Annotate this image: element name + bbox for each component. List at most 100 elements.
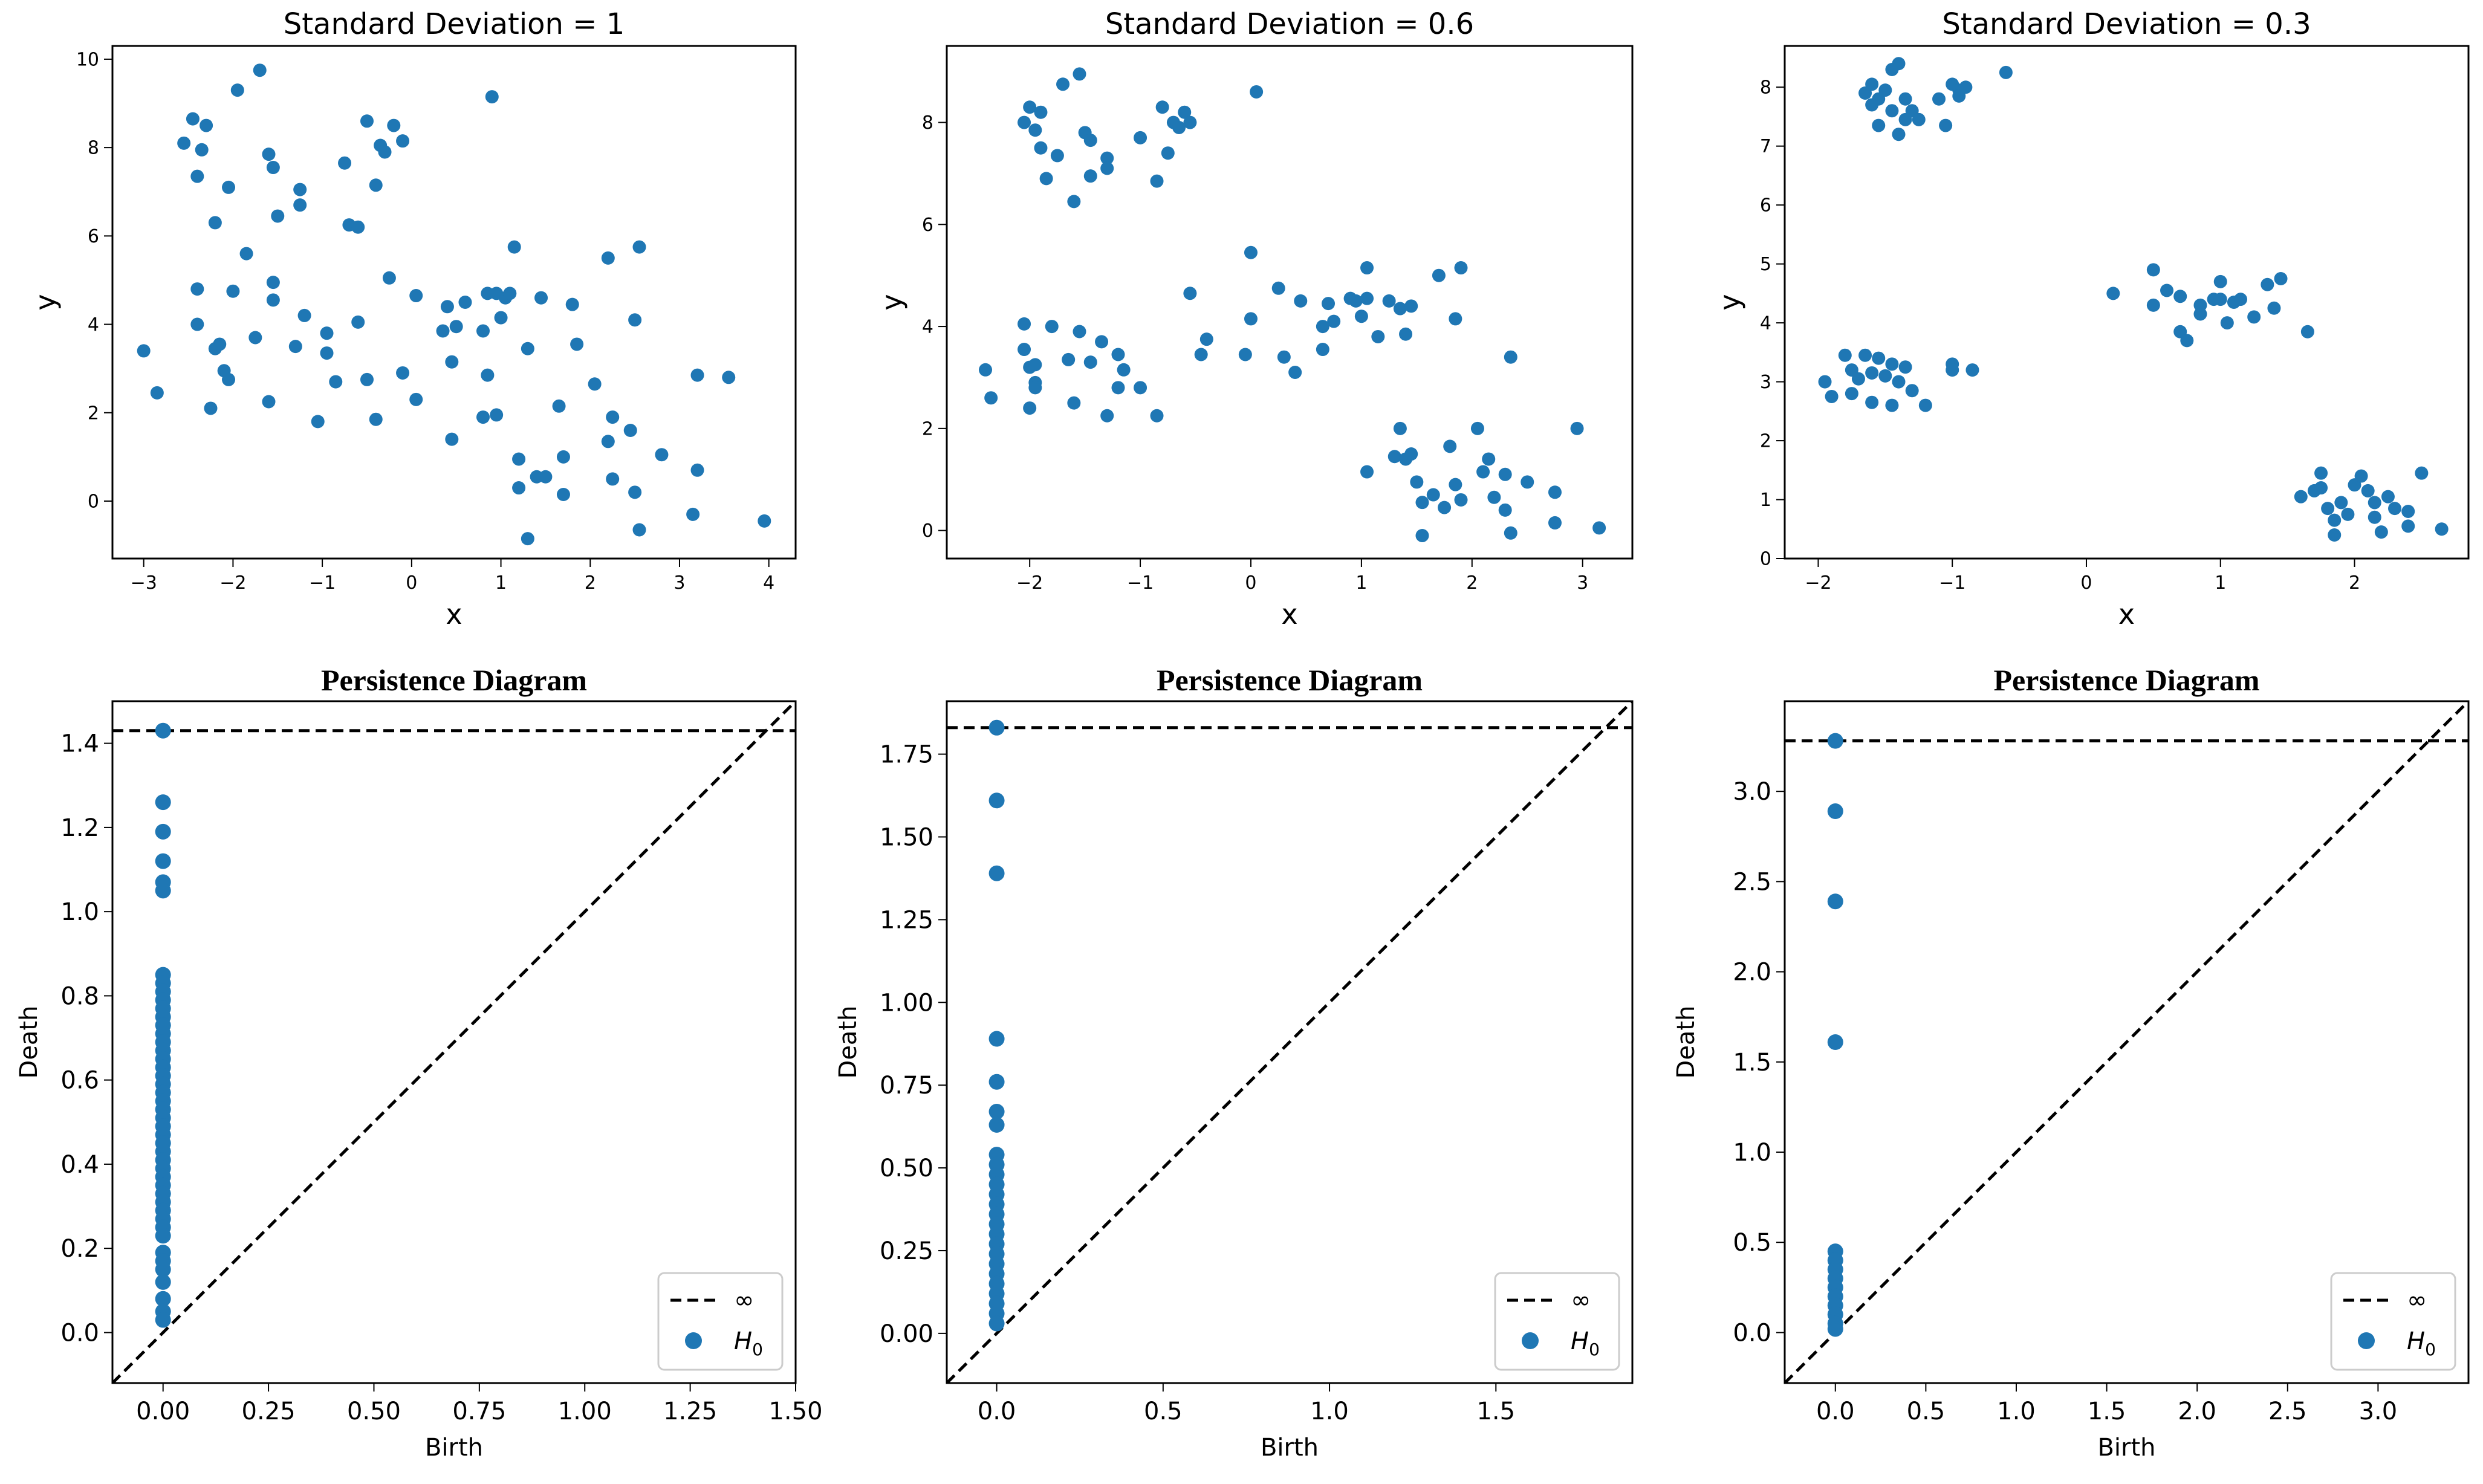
x-tick-label: 3 <box>673 572 685 594</box>
data-point <box>311 415 325 429</box>
data-point <box>1134 131 1147 144</box>
data-point <box>1194 348 1208 361</box>
data-point <box>2388 502 2402 516</box>
data-point <box>1172 121 1186 135</box>
data-point <box>521 342 534 355</box>
data-point <box>213 337 227 351</box>
data-point <box>1134 381 1147 395</box>
x-tick-label: 1.25 <box>663 1398 717 1425</box>
data-point <box>2300 325 2314 339</box>
data-point <box>1100 409 1114 423</box>
data-point <box>503 287 517 300</box>
data-point <box>1592 521 1606 535</box>
y-tick-label: 6 <box>922 215 933 236</box>
data-point <box>1018 115 1031 129</box>
y-tick-label: 2 <box>922 418 933 439</box>
data-point <box>628 485 642 499</box>
data-point <box>1504 526 1517 540</box>
points-scatter-sd1 <box>137 63 771 546</box>
y-tick-label: 4 <box>88 314 99 335</box>
data-point <box>2146 298 2160 312</box>
data-point <box>1073 325 1086 339</box>
y-tick-label: 10 <box>76 49 99 70</box>
data-point <box>1155 100 1169 114</box>
data-point <box>2247 310 2261 324</box>
data-point <box>988 1031 1005 1047</box>
data-point <box>485 90 499 104</box>
data-point <box>1388 450 1401 464</box>
data-point <box>1498 503 1512 517</box>
legend-h0-main: H <box>734 1327 752 1355</box>
data-point <box>988 1103 1005 1119</box>
data-point <box>1083 134 1097 147</box>
data-point <box>2321 502 2335 516</box>
y-tick-label: 0.8 <box>60 982 99 1010</box>
axes-frame <box>946 45 1634 560</box>
data-point <box>2314 466 2328 480</box>
legend-box <box>657 1272 784 1371</box>
data-point <box>155 794 171 811</box>
data-point <box>360 372 374 386</box>
x-tick-label: −1 <box>309 572 336 594</box>
data-point <box>1316 343 1329 357</box>
data-point <box>632 523 646 537</box>
chart-title: Persistence Diagram <box>1993 663 2259 697</box>
legend-h0-subscript: 0 <box>2425 1340 2436 1359</box>
x-tick-label: −1 <box>1939 572 1965 594</box>
data-point <box>2213 274 2227 288</box>
data-point <box>1438 501 1452 514</box>
data-point <box>1100 151 1114 165</box>
data-point <box>1371 329 1385 343</box>
data-point <box>1178 105 1192 119</box>
data-point <box>1028 358 1042 372</box>
data-point <box>988 1315 1005 1332</box>
axes-frame <box>946 700 1634 1384</box>
data-point <box>2173 290 2187 303</box>
data-point <box>1083 355 1097 369</box>
data-point <box>1838 348 1852 362</box>
x-tick-label: 1 <box>495 572 507 594</box>
data-point <box>1083 169 1097 183</box>
y-tick-label: 1.00 <box>880 989 933 1017</box>
x-tick-label: 1.5 <box>1476 1398 1515 1425</box>
y-tick-label: 6 <box>1760 195 1771 216</box>
data-point <box>1244 245 1258 259</box>
data-point <box>1183 287 1197 300</box>
data-point <box>293 198 307 212</box>
legend: ∞ H0 <box>657 1272 784 1371</box>
data-point <box>2193 298 2207 312</box>
data-point <box>1851 372 1865 386</box>
panel-pd-sd03: Persistence Diagram 0.0 0.5 1.0 1.5 2.0 2.5 3.0… <box>1672 663 2470 1462</box>
chart-title: Persistence Diagram <box>321 663 587 697</box>
data-point <box>2274 272 2288 286</box>
y-tick-label: 0.50 <box>880 1155 933 1182</box>
data-point <box>1946 363 1959 377</box>
data-point <box>1095 335 1109 349</box>
data-point <box>1939 118 1953 132</box>
data-point <box>1570 421 1584 435</box>
data-point <box>1878 83 1892 97</box>
y-axis-label: y <box>875 294 908 310</box>
y-tick-label: 1 <box>1760 490 1771 511</box>
y-tick-label: 1.4 <box>60 730 99 758</box>
x-tick-label: 2 <box>2349 572 2360 594</box>
legend-infinity-label: ∞ <box>734 1286 754 1314</box>
y-tick-label: 1.0 <box>60 898 99 926</box>
y-tick-label: 8 <box>922 112 933 134</box>
x-axis-label: Birth <box>2097 1434 2155 1462</box>
data-point <box>556 450 570 464</box>
data-point <box>1454 261 1468 275</box>
points-pd-sd1 <box>155 722 171 1328</box>
y-tick-label: 0 <box>88 491 99 512</box>
legend-h0-swatch <box>2358 1332 2375 1349</box>
data-point <box>2328 528 2342 542</box>
data-point <box>248 331 262 345</box>
data-point <box>1034 141 1048 155</box>
legend-h0-label: H0 <box>1571 1327 1600 1359</box>
data-point <box>1294 294 1308 308</box>
x-tick-label: 1.50 <box>768 1398 822 1425</box>
x-axis-label: x <box>2118 598 2135 630</box>
data-point <box>1449 312 1462 326</box>
x-tick-label: 0.0 <box>978 1398 1016 1425</box>
